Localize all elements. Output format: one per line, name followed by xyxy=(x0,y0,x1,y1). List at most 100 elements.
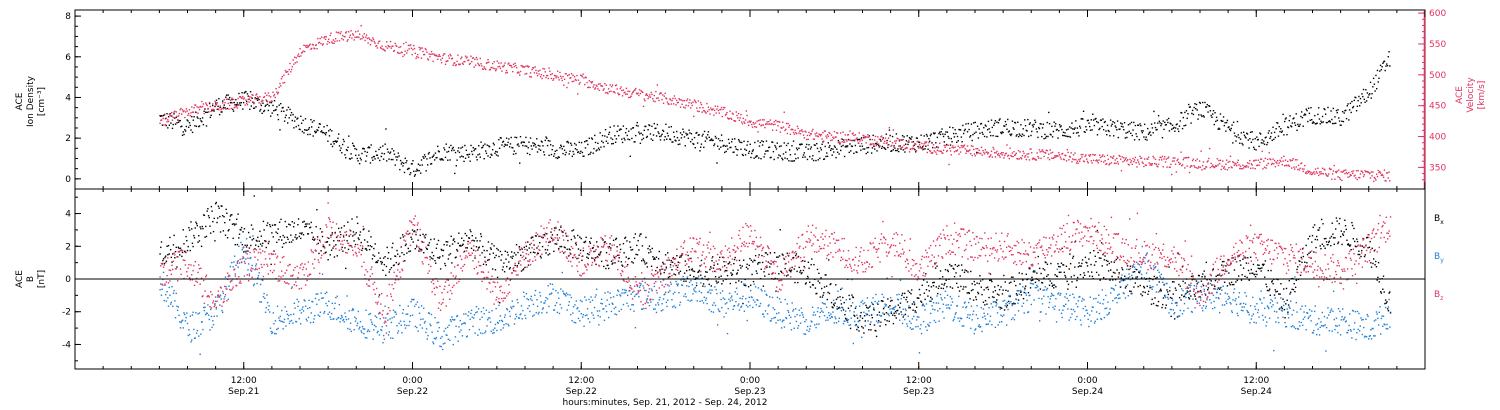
ion-density-point xyxy=(263,110,265,113)
velocity-point xyxy=(1038,157,1040,159)
bx-point xyxy=(1046,263,1049,266)
ion-density-point xyxy=(896,149,898,152)
bx-point xyxy=(522,268,525,270)
ion-density-point xyxy=(520,142,522,144)
velocity-point xyxy=(1143,158,1146,160)
ion-density-point xyxy=(364,150,366,153)
velocity-point xyxy=(1024,156,1026,158)
ion-density-point xyxy=(292,113,294,116)
bx-point xyxy=(526,249,528,251)
velocity-point xyxy=(690,102,693,104)
velocity-point xyxy=(309,43,311,45)
bx-point xyxy=(782,254,784,256)
velocity-point xyxy=(252,94,254,97)
bx-point xyxy=(998,294,1000,296)
velocity-point xyxy=(938,150,940,152)
ion-density-point xyxy=(406,168,409,171)
velocity-point xyxy=(984,149,987,151)
velocity-point xyxy=(233,106,236,109)
ion-density-point xyxy=(311,121,314,123)
bx-point xyxy=(1095,260,1097,263)
bx-point xyxy=(581,259,583,262)
velocity-point xyxy=(386,47,389,49)
bx-point xyxy=(1332,233,1334,235)
velocity-point xyxy=(1387,177,1389,179)
velocity-point xyxy=(1253,160,1255,162)
velocity-point xyxy=(436,55,438,57)
bx-point xyxy=(998,288,1001,291)
velocity-point xyxy=(1174,163,1177,165)
ion-density-point xyxy=(1234,135,1236,137)
velocity-point xyxy=(1166,166,1168,168)
velocity-point xyxy=(1147,156,1150,158)
velocity-point xyxy=(854,134,857,136)
ion-density-point xyxy=(1045,135,1048,138)
velocity-point xyxy=(222,102,224,104)
ion-density-point xyxy=(611,138,614,141)
bx-point xyxy=(965,286,967,288)
velocity-point xyxy=(486,61,488,64)
ion-density-point xyxy=(705,136,707,138)
ion-density-point xyxy=(804,156,806,158)
velocity-point xyxy=(1057,155,1059,157)
bx-point xyxy=(478,246,480,248)
velocity-point xyxy=(986,153,989,155)
ion-density-point xyxy=(368,147,371,149)
bx-point xyxy=(1275,291,1277,293)
bx-point xyxy=(851,296,854,298)
ion-density-point xyxy=(1031,124,1034,126)
velocity-point xyxy=(483,66,485,68)
bx-point xyxy=(869,323,871,326)
ion-density-point xyxy=(996,121,998,123)
velocity-point xyxy=(1311,173,1313,176)
bx-point xyxy=(641,245,644,247)
velocity-point xyxy=(363,33,365,35)
ion-density-point xyxy=(706,134,709,136)
velocity-point xyxy=(823,130,826,132)
bx-point xyxy=(766,253,769,256)
velocity-point xyxy=(979,152,981,155)
ion-density-point xyxy=(542,145,544,147)
bx-point xyxy=(356,222,359,225)
bx-point xyxy=(377,259,379,262)
bx-point xyxy=(1226,270,1228,273)
ion-density-point xyxy=(959,129,961,131)
bx-point xyxy=(1320,218,1323,221)
bx-point xyxy=(1129,265,1132,267)
velocity-point xyxy=(1059,156,1062,158)
ion-density-point xyxy=(737,138,740,141)
ion-density-point xyxy=(770,156,772,159)
ion-density-point xyxy=(1331,118,1333,121)
velocity-point xyxy=(602,89,604,91)
velocity-point xyxy=(847,133,850,136)
bx-point xyxy=(577,234,579,237)
bx-point xyxy=(340,233,342,236)
ion-density-point xyxy=(457,150,459,152)
bx-point xyxy=(707,279,709,281)
bx-point xyxy=(539,255,542,257)
velocity-point xyxy=(301,51,304,54)
bx-point xyxy=(1181,266,1184,268)
bx-point xyxy=(446,244,448,246)
velocity-point xyxy=(661,98,663,101)
velocity-point xyxy=(777,125,779,127)
velocity-point xyxy=(332,39,335,41)
bx-point xyxy=(619,243,621,246)
ion-density-point xyxy=(365,155,368,157)
velocity-point xyxy=(1236,161,1239,164)
velocity-point xyxy=(409,44,411,47)
velocity-point xyxy=(252,102,255,105)
ion-density-point xyxy=(1345,109,1347,112)
bx-point xyxy=(1332,237,1335,239)
bx-point xyxy=(1097,251,1099,254)
ion-density-point xyxy=(1209,110,1212,112)
ion-density-point xyxy=(614,141,617,144)
bx-point xyxy=(1233,269,1236,271)
bx-point xyxy=(404,260,406,262)
ion-density-point xyxy=(585,140,587,142)
bx-point xyxy=(974,283,976,286)
velocity-point xyxy=(827,135,830,138)
ion-density-point xyxy=(1283,134,1285,136)
velocity-point xyxy=(271,100,273,103)
velocity-point xyxy=(525,72,528,75)
